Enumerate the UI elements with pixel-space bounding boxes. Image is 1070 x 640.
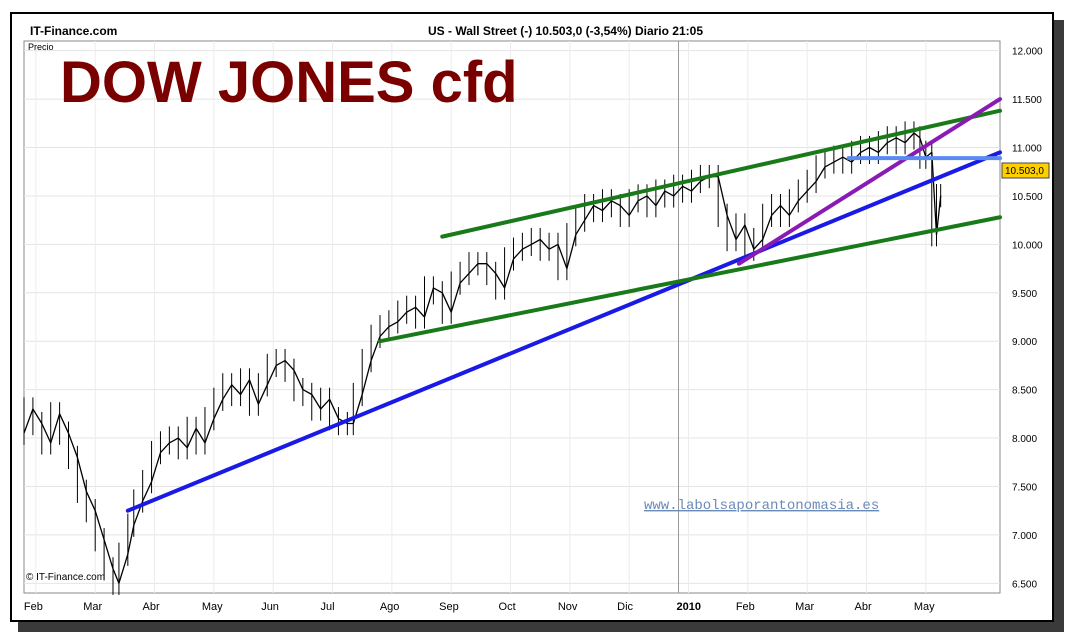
trendline — [440, 108, 1002, 239]
y-tick-label: 8.500 — [1012, 386, 1037, 397]
y-tick-label: 7.500 — [1012, 482, 1037, 493]
y-tick-label: 10.000 — [1012, 240, 1043, 251]
x-tick-label: 2010 — [677, 601, 701, 613]
price-chart: 6.500 7.000 7.500 8.000 8.500 9.000 9.500 10.00… — [23, 40, 1050, 613]
x-tick-label: Dic — [617, 601, 633, 613]
x-tick-label: Nov — [558, 601, 578, 613]
x-tick-label: Abr — [855, 601, 872, 613]
chart-title: DOW JONES cfd — [60, 50, 518, 115]
x-tick-label: Feb — [24, 601, 43, 613]
x-tick-label: Mar — [795, 601, 814, 613]
y-tick-label: 7.000 — [1012, 531, 1037, 542]
x-axis-labels: Feb Mar Abr May Jun Jul Ago Sep Oct Nov Dic 2010 Feb… — [24, 601, 935, 613]
trendline — [377, 215, 1002, 344]
x-tick-label: Oct — [499, 601, 516, 613]
y-axis-labels: 6.500 7.000 7.500 8.000 8.500 9.000 9.500 10.00… — [1012, 47, 1043, 591]
x-tick-label: Sep — [439, 601, 459, 613]
x-tick-label: Jul — [321, 601, 335, 613]
watermark-link[interactable]: www.labolsaporantonomasia.es — [644, 498, 879, 514]
price-tag: 10.503,0 — [1001, 162, 1050, 179]
y-tick-label: 8.000 — [1012, 434, 1037, 445]
y-tick-label: 9.000 — [1012, 337, 1037, 348]
chart-header: IT-Finance.com US - Wall Street (-) 10.5… — [12, 14, 1052, 40]
x-tick-label: Mar — [83, 601, 102, 613]
y-tick-label: 9.500 — [1012, 289, 1037, 300]
x-tick-label: Jun — [261, 601, 279, 613]
chart-frame: IT-Finance.com US - Wall Street (-) 10.5… — [10, 12, 1054, 622]
y-axis-label: Precio — [28, 42, 54, 52]
x-tick-label: Feb — [736, 601, 755, 613]
trendlines — [125, 97, 1002, 513]
x-tick-label: May — [202, 601, 223, 613]
x-tick-label: Ago — [380, 601, 400, 613]
plot-area — [23, 40, 1001, 594]
trendline — [125, 150, 1002, 513]
y-tick-label: 11.000 — [1012, 144, 1042, 155]
trendline — [736, 97, 1002, 266]
brand-label: IT-Finance.com — [30, 24, 118, 38]
copyright-label: © IT-Finance.com — [26, 572, 105, 583]
y-tick-label: 6.500 — [1012, 579, 1037, 590]
x-tick-label: May — [914, 601, 935, 613]
price-tag-label: 10.503,0 — [1005, 166, 1044, 177]
y-tick-label: 12.000 — [1012, 47, 1043, 58]
y-tick-label: 10.500 — [1012, 192, 1043, 203]
y-tick-label: 11.500 — [1012, 95, 1042, 106]
x-tick-label: Abr — [143, 601, 160, 613]
instrument-summary: US - Wall Street (-) 10.503,0 (-3,54%) D… — [428, 24, 703, 38]
